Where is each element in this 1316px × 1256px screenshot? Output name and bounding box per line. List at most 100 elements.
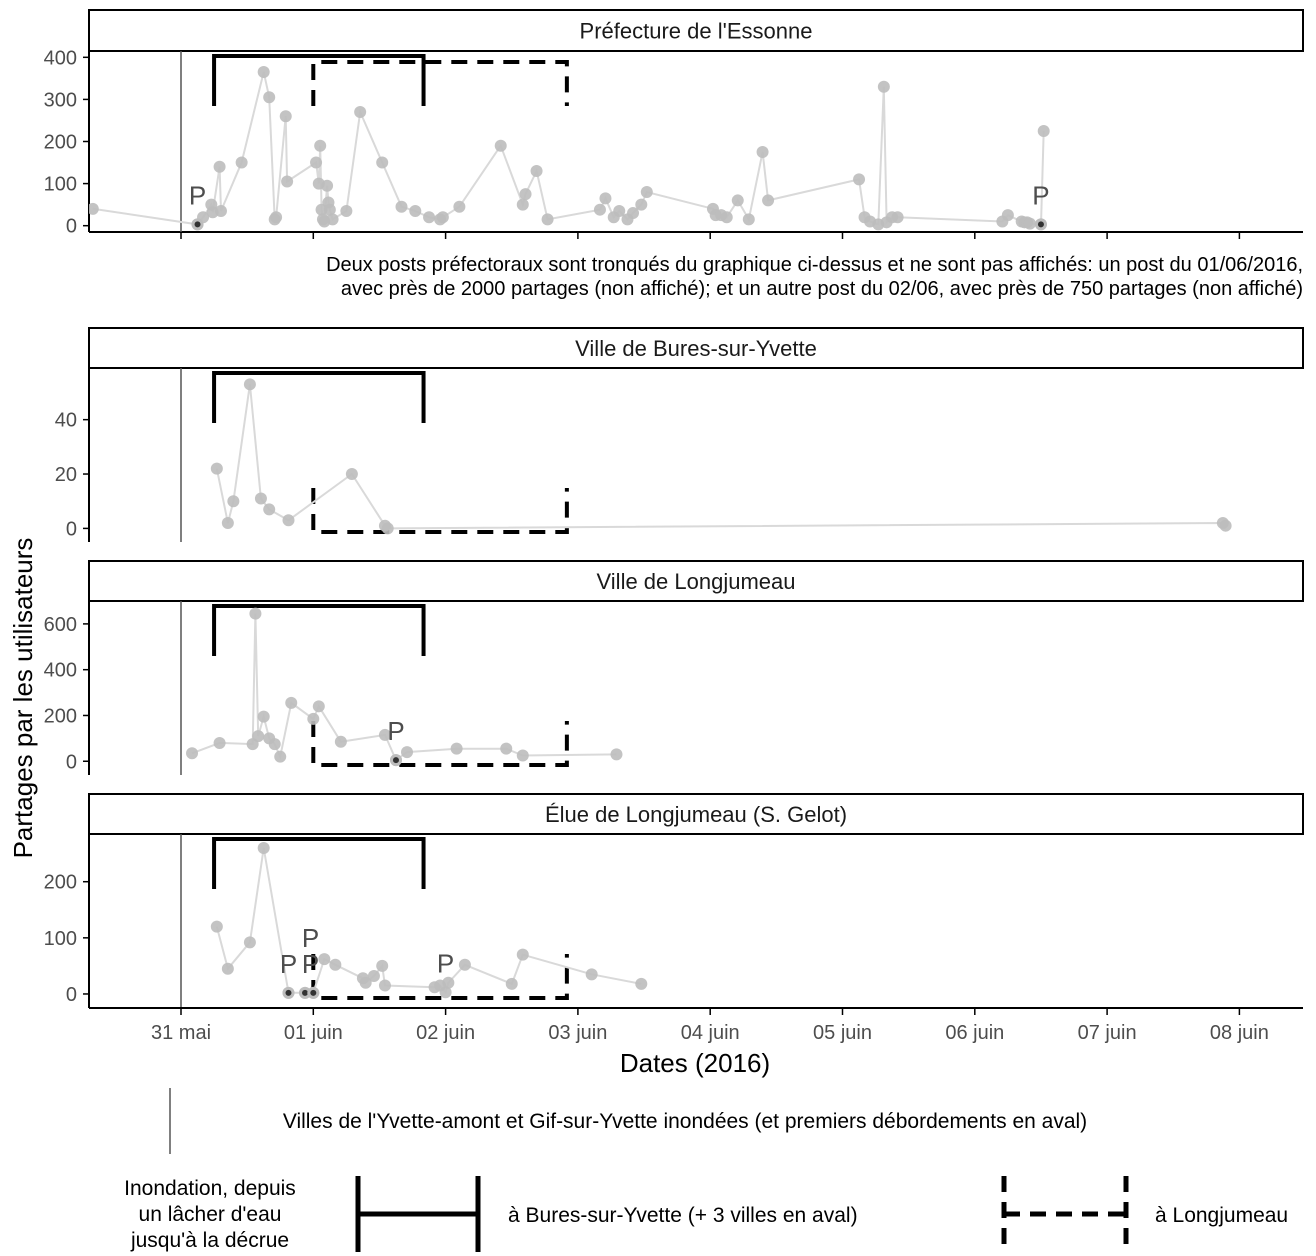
data-point — [458, 958, 471, 971]
data-point — [252, 730, 265, 743]
data-point — [500, 742, 513, 755]
data-point — [227, 495, 240, 508]
x-tick-label: 01 juin — [284, 1022, 343, 1044]
data-point — [243, 936, 256, 949]
facet-title: Préfecture de l'Essonne — [580, 19, 813, 44]
data-point — [613, 204, 626, 217]
data-point — [314, 139, 327, 152]
y-tick-label: 100 — [44, 174, 77, 196]
facet-plot-area — [180, 601, 623, 775]
data-point — [439, 986, 452, 999]
data-point — [329, 958, 342, 971]
data-point — [1001, 209, 1014, 222]
data-point — [243, 378, 256, 391]
data-point — [186, 747, 199, 760]
data-point — [257, 710, 270, 723]
data-point — [731, 194, 744, 207]
p-label: P — [280, 949, 297, 979]
facet-strip — [88, 560, 1304, 602]
legend-flood-title-line: jusqu'à la décrue — [130, 1229, 289, 1252]
data-point — [254, 492, 267, 505]
data-point — [268, 738, 281, 751]
data-point — [1037, 124, 1050, 137]
data-point — [436, 211, 449, 224]
legend-flood-title-line: un lâcher d'eau — [139, 1203, 282, 1226]
data-point — [395, 200, 408, 213]
legend-bures-label: à Bures-sur-Yvette (+ 3 villes en aval) — [508, 1204, 858, 1227]
data-point — [321, 179, 334, 192]
data-point — [381, 522, 394, 535]
x-tick-label: 02 juin — [416, 1022, 475, 1044]
data-point — [89, 202, 99, 215]
data-point — [756, 146, 769, 159]
data-point — [378, 979, 391, 992]
y-tick-label: 0 — [66, 984, 77, 1006]
data-point — [285, 696, 298, 709]
facet-plot-area — [89, 51, 1050, 232]
data-point — [326, 213, 339, 226]
p-label: P — [437, 948, 454, 978]
p-label: P — [302, 949, 319, 979]
bures-flood-bracket — [212, 837, 426, 889]
data-point — [334, 735, 347, 748]
data-point — [376, 959, 389, 972]
facet-panel: Ville de Bures-sur-Yvette 0 20 40 — [55, 327, 1304, 542]
data-point — [312, 700, 325, 713]
y-tick-label: 40 — [55, 410, 77, 432]
x-tick-label: 05 juin — [813, 1022, 872, 1044]
data-point — [442, 976, 455, 989]
data-point — [762, 194, 775, 207]
data-point — [274, 750, 287, 763]
p-label: P — [302, 923, 319, 953]
y-tick-label: 200 — [44, 132, 77, 154]
data-point — [359, 976, 372, 989]
x-tick-label: 03 juin — [548, 1022, 607, 1044]
data-point — [235, 156, 248, 169]
data-point — [345, 468, 358, 481]
bures-flood-bracket — [212, 604, 426, 656]
y-tick-label: 200 — [44, 705, 77, 727]
p-label: P — [1032, 180, 1049, 210]
data-point — [1023, 217, 1036, 230]
data-point — [853, 173, 866, 186]
bures-flood-bracket — [212, 371, 426, 423]
p-data-point-core — [302, 989, 309, 996]
longjumeau-flood-bracket — [311, 721, 569, 767]
data-point — [593, 203, 606, 216]
p-data-point-core — [310, 989, 317, 996]
x-axis: 31 mai 01 juin 02 juin 03 juin 04 juin 05 jui… — [89, 1007, 1303, 1044]
data-point — [494, 139, 507, 152]
x-tick-label: 31 mai — [151, 1022, 211, 1044]
series-line — [92, 71, 1045, 226]
p-data-point-core — [285, 989, 292, 996]
data-point — [516, 948, 529, 961]
data-point — [401, 746, 414, 759]
data-point — [213, 736, 226, 749]
p-label: P — [387, 716, 404, 746]
data-point — [210, 920, 223, 933]
data-point — [450, 742, 463, 755]
data-point — [640, 186, 653, 199]
data-point — [376, 156, 389, 169]
y-tick-label: 0 — [66, 751, 77, 773]
data-point — [310, 156, 323, 169]
data-point — [340, 204, 353, 217]
longjumeau-flood-bracket — [311, 60, 569, 106]
facet-title: Ville de Longjumeau — [597, 569, 796, 594]
data-point — [263, 91, 276, 104]
y-axis-title: Partages par les utilisateurs — [8, 538, 38, 859]
data-point — [282, 514, 295, 527]
data-point — [541, 213, 554, 226]
y-tick-label: 200 — [44, 872, 77, 894]
p-data-point-core — [392, 757, 399, 764]
data-point — [599, 192, 612, 205]
y-tick-label: 400 — [44, 660, 77, 682]
data-point — [249, 607, 262, 620]
data-point — [423, 211, 436, 224]
x-tick-label: 06 juin — [945, 1022, 1004, 1044]
facet-strip — [88, 9, 1304, 52]
data-point — [530, 164, 543, 177]
facet-title: Élue de Longjumeau (S. Gelot) — [545, 802, 847, 827]
p-label: P — [189, 180, 206, 210]
